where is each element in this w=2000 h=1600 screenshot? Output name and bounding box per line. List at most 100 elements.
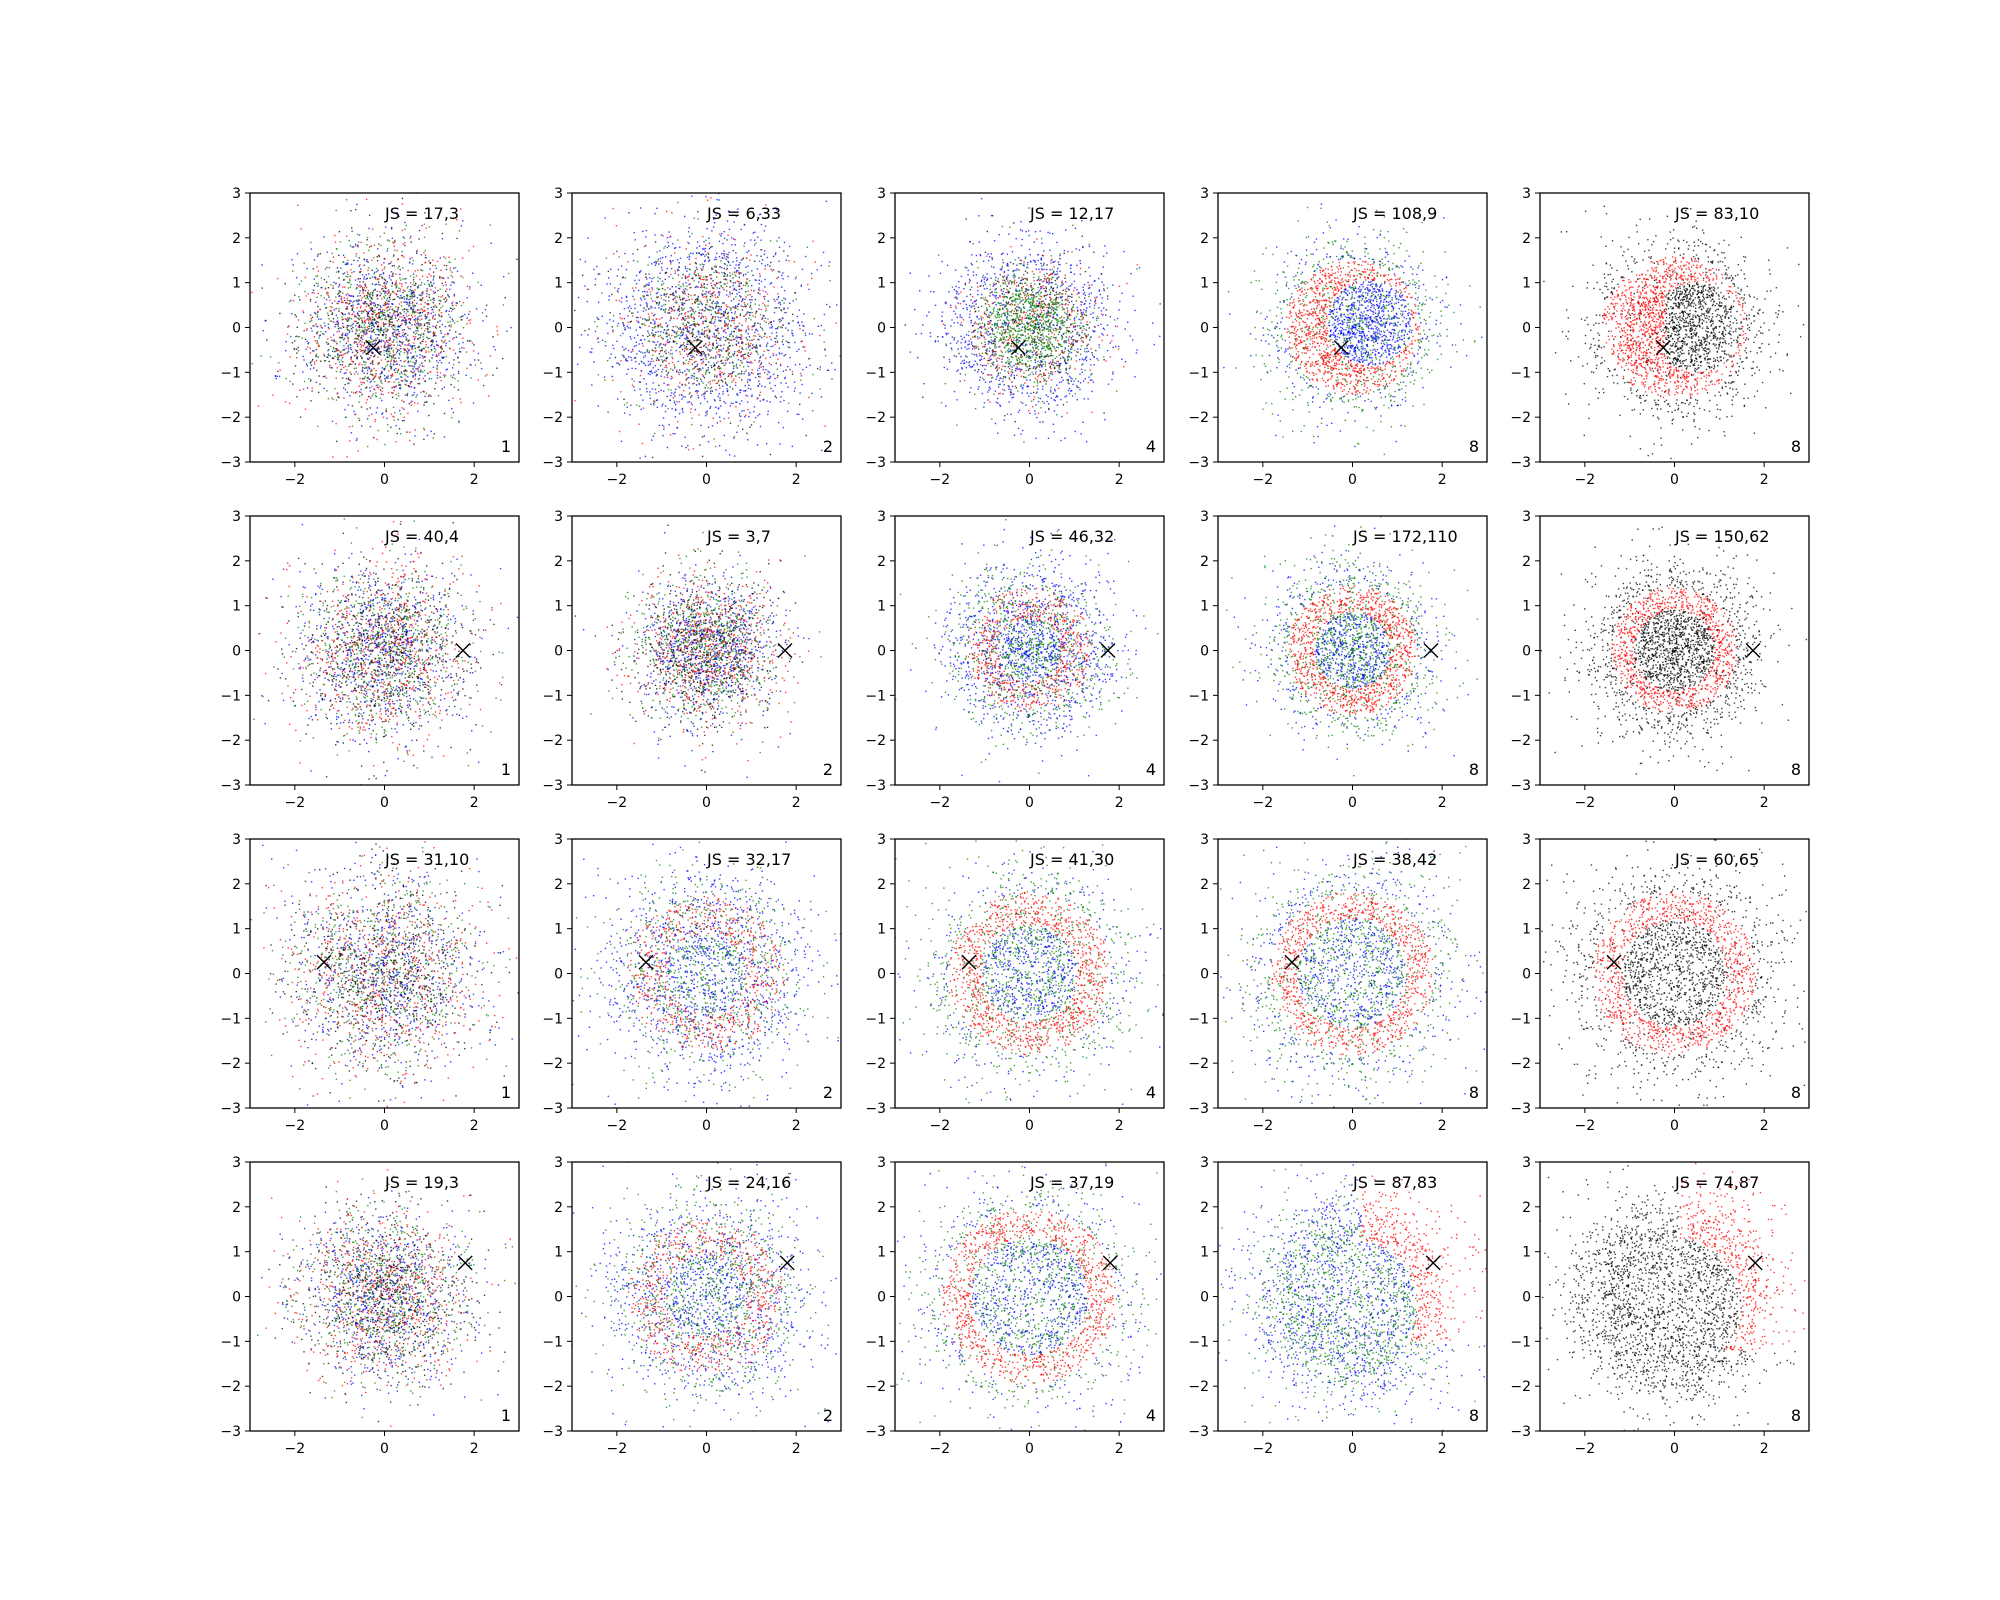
point xyxy=(401,197,404,200)
point xyxy=(735,344,738,347)
point xyxy=(751,328,753,331)
point xyxy=(402,309,404,311)
point xyxy=(490,242,492,244)
point xyxy=(387,391,390,394)
point xyxy=(306,328,308,330)
point xyxy=(718,373,721,376)
point xyxy=(358,324,361,326)
point xyxy=(409,328,412,330)
point xyxy=(609,283,612,285)
point xyxy=(727,316,729,319)
point xyxy=(377,284,380,286)
point xyxy=(474,364,477,366)
point xyxy=(386,376,388,378)
point xyxy=(622,322,624,324)
point xyxy=(373,389,376,391)
point xyxy=(692,308,694,310)
point xyxy=(285,350,287,352)
point xyxy=(706,413,708,415)
point xyxy=(438,314,440,316)
point xyxy=(652,360,654,362)
point xyxy=(757,288,760,291)
point xyxy=(647,340,650,342)
point xyxy=(792,320,794,322)
point xyxy=(713,334,716,336)
point xyxy=(393,298,396,300)
point xyxy=(444,339,446,341)
point xyxy=(405,312,407,315)
point xyxy=(374,305,376,307)
point xyxy=(408,305,410,307)
point xyxy=(739,403,741,405)
point xyxy=(747,271,749,273)
point xyxy=(357,260,359,262)
point xyxy=(315,355,317,357)
point xyxy=(706,283,709,286)
point xyxy=(760,366,762,368)
point xyxy=(651,287,653,289)
point xyxy=(723,372,726,374)
point xyxy=(340,297,343,299)
point xyxy=(683,345,686,347)
point xyxy=(320,360,322,362)
point xyxy=(369,303,371,305)
point xyxy=(769,401,771,403)
point xyxy=(423,369,426,372)
point xyxy=(714,266,716,268)
point xyxy=(670,375,673,378)
point xyxy=(380,329,382,332)
point xyxy=(644,324,646,327)
point xyxy=(663,382,665,385)
point xyxy=(424,359,426,362)
point xyxy=(415,362,417,364)
point xyxy=(397,318,400,321)
point xyxy=(390,426,392,428)
point xyxy=(370,309,372,312)
point xyxy=(704,259,706,262)
point xyxy=(735,271,738,273)
point xyxy=(388,308,391,310)
point xyxy=(693,372,695,375)
point xyxy=(295,315,297,318)
point xyxy=(369,299,371,302)
point xyxy=(726,306,728,308)
point xyxy=(782,272,784,274)
point xyxy=(623,356,625,358)
point xyxy=(701,351,703,353)
point xyxy=(317,270,320,272)
point xyxy=(401,316,403,318)
point xyxy=(415,360,417,363)
point xyxy=(493,346,495,348)
point xyxy=(437,289,439,292)
point xyxy=(770,282,773,284)
point xyxy=(652,300,654,302)
point xyxy=(414,323,416,326)
point xyxy=(356,349,359,352)
point xyxy=(691,423,693,426)
point xyxy=(731,375,733,377)
point xyxy=(378,334,380,336)
point xyxy=(713,222,716,224)
point xyxy=(337,321,339,323)
point xyxy=(660,336,662,339)
point xyxy=(811,277,813,280)
point xyxy=(685,384,687,387)
point xyxy=(706,347,708,349)
point xyxy=(686,355,689,357)
point xyxy=(713,368,716,370)
point xyxy=(758,383,761,385)
point xyxy=(782,335,784,337)
point xyxy=(376,295,378,298)
point xyxy=(386,361,388,363)
point xyxy=(345,199,348,201)
point xyxy=(406,431,408,433)
point xyxy=(466,317,468,319)
point xyxy=(825,355,827,357)
point xyxy=(723,253,726,255)
point xyxy=(452,304,454,307)
point xyxy=(701,332,703,334)
point xyxy=(350,379,352,382)
point xyxy=(425,318,427,320)
point xyxy=(397,267,399,269)
point xyxy=(457,356,459,359)
